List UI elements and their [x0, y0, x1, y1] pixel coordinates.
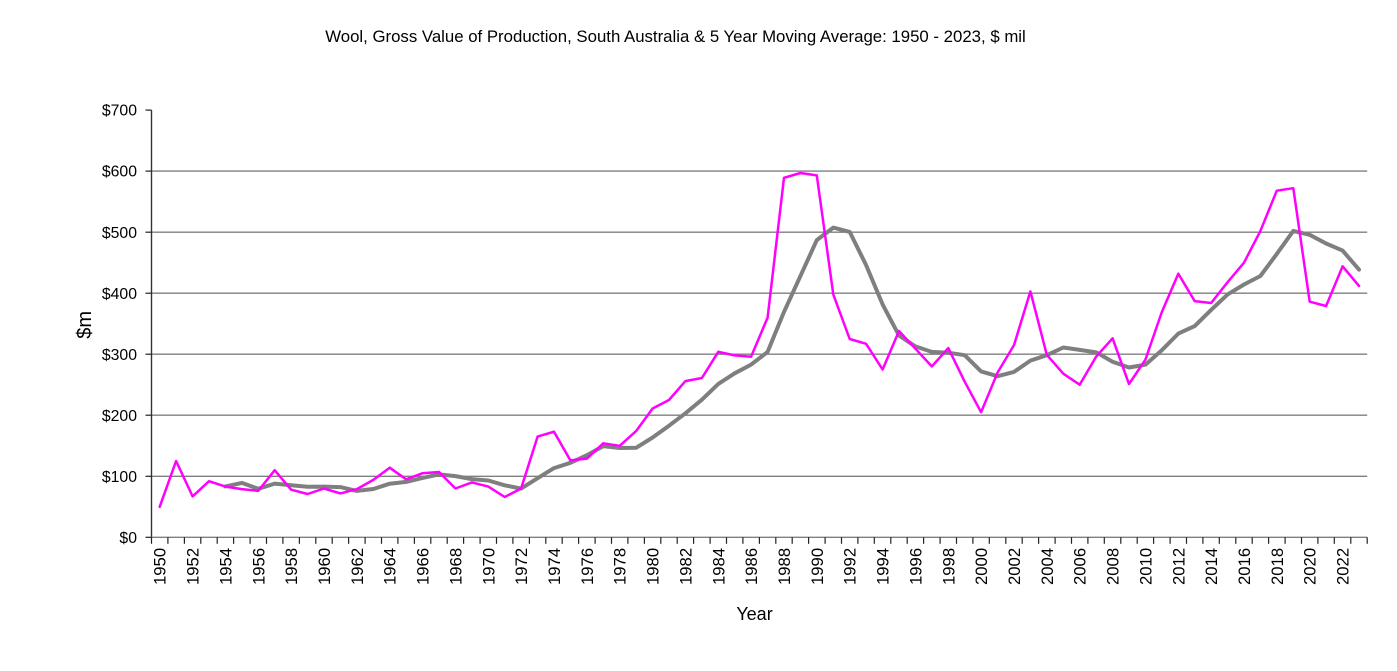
svg-text:2022: 2022	[1334, 548, 1353, 585]
svg-text:2012: 2012	[1169, 548, 1188, 585]
svg-text:1998: 1998	[939, 548, 958, 585]
svg-text:1996: 1996	[906, 548, 925, 585]
svg-text:$0: $0	[119, 530, 137, 547]
svg-text:2010: 2010	[1136, 548, 1155, 585]
svg-text:1970: 1970	[479, 548, 498, 585]
svg-text:1980: 1980	[644, 548, 663, 585]
svg-text:1976: 1976	[578, 548, 597, 585]
svg-text:$600: $600	[102, 164, 137, 181]
svg-text:1952: 1952	[184, 548, 203, 585]
svg-text:1958: 1958	[282, 548, 301, 585]
svg-text:$100: $100	[102, 469, 137, 486]
svg-text:1982: 1982	[676, 548, 695, 585]
svg-text:1956: 1956	[249, 548, 268, 585]
svg-text:1950: 1950	[151, 548, 170, 585]
svg-text:1974: 1974	[545, 548, 564, 585]
svg-text:2020: 2020	[1301, 548, 1320, 585]
svg-text:$700: $700	[102, 103, 137, 120]
svg-text:1992: 1992	[841, 548, 860, 585]
svg-text:2006: 2006	[1071, 548, 1090, 585]
svg-text:1990: 1990	[808, 548, 827, 585]
svg-text:1968: 1968	[446, 548, 465, 585]
svg-text:$500: $500	[102, 225, 137, 242]
svg-text:2004: 2004	[1038, 548, 1057, 585]
svg-text:1954: 1954	[216, 548, 235, 585]
svg-text:1960: 1960	[315, 548, 334, 585]
svg-text:1988: 1988	[775, 548, 794, 585]
svg-text:2014: 2014	[1202, 548, 1221, 585]
svg-text:2008: 2008	[1104, 548, 1123, 585]
svg-text:Wool, Gross Value of Productio: Wool, Gross Value of Production, South A…	[325, 27, 1026, 46]
svg-text:1962: 1962	[348, 548, 367, 585]
svg-text:Year: Year	[736, 604, 772, 624]
svg-text:1986: 1986	[742, 548, 761, 585]
svg-text:2000: 2000	[972, 548, 991, 585]
svg-text:$200: $200	[102, 408, 137, 425]
svg-text:1994: 1994	[874, 548, 893, 585]
svg-text:1972: 1972	[512, 548, 531, 585]
svg-text:$300: $300	[102, 347, 137, 364]
svg-text:2002: 2002	[1005, 548, 1024, 585]
svg-text:2018: 2018	[1268, 548, 1287, 585]
svg-text:1964: 1964	[381, 548, 400, 585]
svg-text:1978: 1978	[611, 548, 630, 585]
svg-text:$400: $400	[102, 286, 137, 303]
svg-text:2016: 2016	[1235, 548, 1254, 585]
svg-text:1966: 1966	[414, 548, 433, 585]
svg-text:$m: $m	[74, 311, 96, 339]
svg-text:1984: 1984	[709, 548, 728, 585]
